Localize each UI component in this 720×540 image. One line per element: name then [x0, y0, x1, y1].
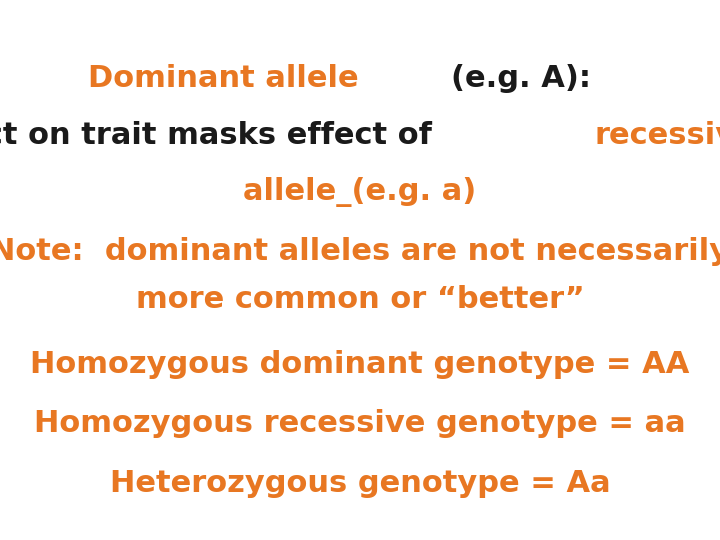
Text: Homozygous recessive genotype = aa: Homozygous recessive genotype = aa — [34, 409, 686, 438]
Text: more common or “better”: more common or “better” — [135, 285, 585, 314]
Text: Note:  dominant alleles are not necessarily: Note: dominant alleles are not necessari… — [0, 237, 720, 266]
Text: Dominant allele: Dominant allele — [89, 64, 369, 93]
Text: Effect on trait masks effect of: Effect on trait masks effect of — [0, 120, 442, 150]
Text: allele_(e.g. a): allele_(e.g. a) — [243, 177, 477, 207]
Text: Homozygous dominant genotype = AA: Homozygous dominant genotype = AA — [30, 350, 690, 379]
Text: recessive: recessive — [595, 120, 720, 150]
Text: (e.g. A):: (e.g. A): — [451, 64, 591, 93]
Text: Heterozygous genotype = Aa: Heterozygous genotype = Aa — [109, 469, 611, 498]
